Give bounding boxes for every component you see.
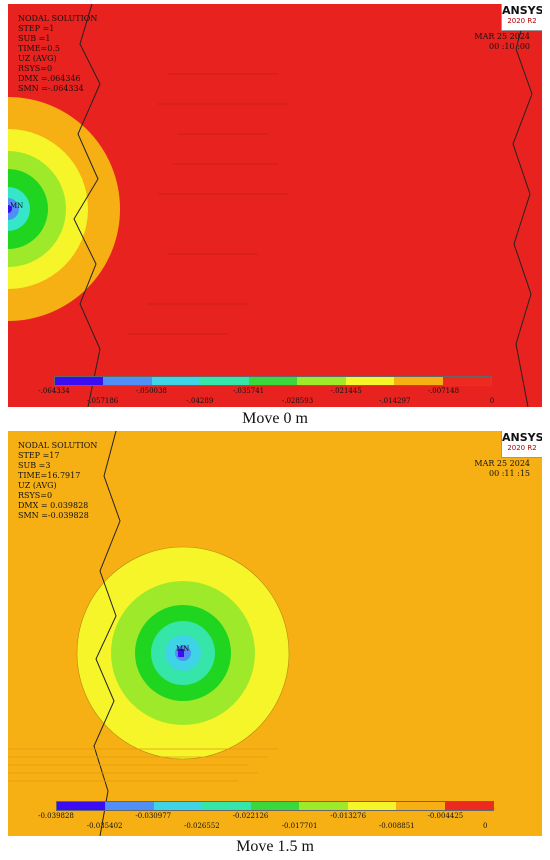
legend-label: -.028593 — [281, 397, 314, 405]
contour-core — [8, 205, 12, 213]
date-label: MAR 25 2024 — [474, 459, 530, 468]
legend-swatch — [151, 377, 201, 385]
legend-swatch — [55, 377, 104, 385]
legend-label: -.064334 — [38, 387, 70, 395]
legend-swatch — [103, 377, 152, 385]
contour-core — [178, 649, 184, 657]
solution-title: NODAL SOLUTION — [18, 14, 98, 23]
legend-label: -0.030977 — [135, 812, 172, 820]
legend-swatch — [396, 802, 445, 810]
legend-label: -0.022126 — [232, 812, 269, 820]
solution-title: NODAL SOLUTION — [18, 441, 98, 450]
color-legend: -0.039828 -0.030977 -0.022126 -0.013276 … — [38, 801, 494, 833]
ansys-logo: ANSYS 2020 R2 — [501, 431, 542, 458]
legend-swatch — [442, 377, 491, 385]
legend-label: -0.013276 — [330, 812, 367, 820]
legend-labels: -0.039828 -0.030977 -0.022126 -0.013276 … — [38, 811, 494, 833]
legend-label: -0.035402 — [86, 822, 123, 830]
info-line: UZ (AVG) — [18, 481, 57, 490]
legend-label: -0.004425 — [427, 812, 464, 820]
legend-swatch — [202, 802, 251, 810]
legend-label: -0.026552 — [183, 822, 220, 830]
legend-swatch — [297, 377, 346, 385]
legend-label: -.057186 — [86, 397, 119, 405]
legend-swatch — [250, 802, 300, 810]
legend-swatch — [444, 802, 493, 810]
legend-swatch — [153, 802, 203, 810]
legend-label: -.04289 — [186, 397, 214, 405]
logo-version: 2020 R2 — [507, 444, 537, 452]
info-line: UZ (AVG) — [18, 54, 57, 63]
solution-info: NODAL SOLUTION STEP =17 SUB =3 TIME=16.7… — [18, 441, 97, 521]
contour-plot-1 — [8, 4, 542, 407]
legend-label: -0.008851 — [378, 822, 415, 830]
legend-label: 0 — [483, 822, 488, 830]
legend-swatch — [299, 802, 348, 810]
time-label: 00 :11 :15 — [488, 469, 530, 478]
legend-label: -0.039828 — [38, 812, 74, 820]
timestamp: MAR 25 2024 00 :11 :15 — [474, 459, 530, 479]
contour-panel-1: NODAL SOLUTION STEP =1 SUB =1 TIME=0.5 U… — [8, 4, 542, 407]
legend-swatch — [200, 377, 249, 385]
legend-label: -.014297 — [379, 397, 411, 405]
legend-label: -.021445 — [330, 387, 362, 395]
legend-swatch — [345, 377, 395, 385]
contour-panel-2: NODAL SOLUTION STEP =17 SUB =3 TIME=16.7… — [8, 431, 542, 836]
legend-labels: -.064334 -.050038 -.035741 -.021445 -.00… — [38, 386, 495, 407]
legend-color-bar — [56, 801, 494, 811]
legend-color-bar — [54, 376, 492, 386]
caption-panel-2: Move 1.5 m — [236, 838, 314, 855]
info-line: SMN =-.064334 — [18, 84, 84, 93]
info-line: TIME=0.5 — [18, 44, 60, 53]
info-line: DMX = 0.039828 — [18, 501, 89, 510]
legend-swatch — [248, 377, 298, 385]
logo-version: 2020 R2 — [507, 17, 537, 25]
timestamp: MAR 25 2024 00 :10 :00 — [474, 32, 530, 52]
color-legend: -.064334 -.050038 -.035741 -.021445 -.00… — [38, 376, 495, 407]
legend-label: 0 — [489, 397, 495, 405]
contour-ring-blue — [8, 198, 19, 220]
info-line: SUB =3 — [18, 461, 51, 470]
legend-label: -.035741 — [232, 387, 265, 395]
date-label: MAR 25 2024 — [474, 32, 530, 41]
min-marker-label: MN — [176, 645, 190, 653]
legend-label: -0.017701 — [281, 822, 318, 830]
legend-swatch — [57, 802, 106, 810]
info-line: RSYS=0 — [18, 64, 53, 73]
info-line: STEP =17 — [18, 451, 60, 460]
zigzag-boundary-left — [93, 431, 121, 836]
solution-info: NODAL SOLUTION STEP =1 SUB =1 TIME=0.5 U… — [18, 14, 97, 94]
mesh-artifacts — [8, 748, 278, 782]
legend-label: -.050038 — [135, 387, 167, 395]
ansys-logo: ANSYS 2020 R2 — [501, 4, 542, 31]
info-line: SUB =1 — [18, 34, 51, 43]
info-line: SMN =-0.039828 — [18, 511, 89, 520]
legend-swatch — [347, 802, 397, 810]
zigzag-boundary-right — [512, 4, 533, 407]
info-line: TIME=16.7917 — [18, 471, 81, 480]
legend-label: -.007148 — [427, 387, 460, 395]
info-line: RSYS=0 — [18, 491, 53, 500]
min-marker-label: MN — [10, 202, 24, 210]
legend-swatch — [105, 802, 154, 810]
info-line: STEP =1 — [18, 24, 55, 33]
logo-brand: ANSYS — [502, 431, 542, 444]
legend-swatch — [394, 377, 443, 385]
time-label: 00 :10 :00 — [488, 42, 530, 51]
mesh-artifacts — [128, 73, 288, 335]
contour-plot-2 — [8, 431, 542, 836]
info-line: DMX =.064346 — [18, 74, 81, 83]
logo-brand: ANSYS — [502, 4, 542, 17]
caption-panel-1: Move 0 m — [242, 410, 308, 427]
zigzag-boundary-left — [73, 4, 101, 407]
